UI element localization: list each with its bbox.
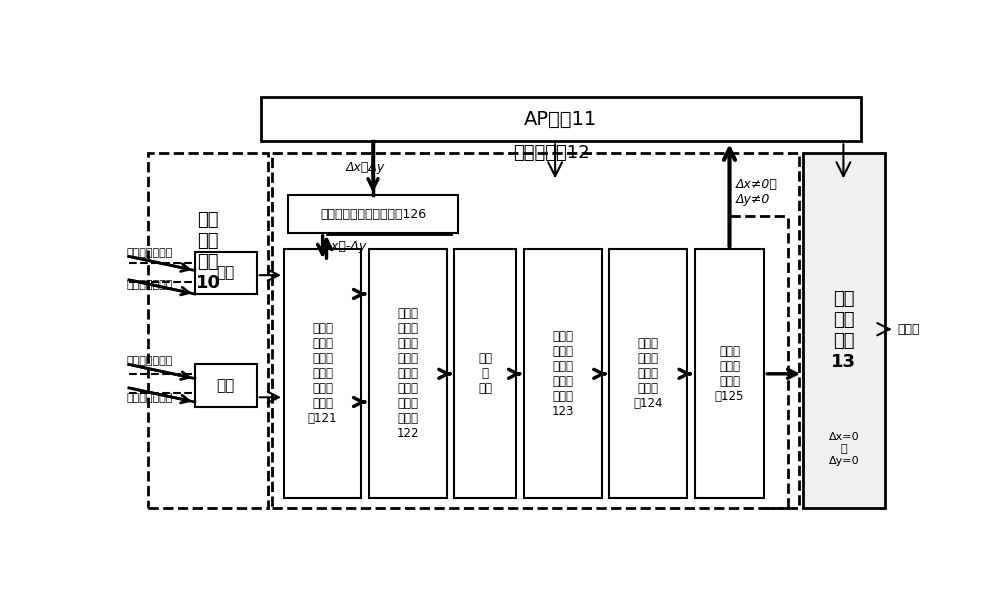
Text: 投射
接收
模块
10: 投射 接收 模块 10 [196, 212, 221, 292]
Bar [284, 249, 361, 498]
Text: 相似
度
准则: 相似 度 准则 [478, 353, 492, 395]
Text: Δx=0
或
Δy=0: Δx=0 或 Δy=0 [828, 432, 859, 465]
Bar [454, 249, 516, 498]
Text: Δy≠0: Δy≠0 [736, 193, 770, 206]
Text: -Δx或-Δy: -Δx或-Δy [319, 240, 367, 254]
Bar [524, 249, 602, 498]
Text: 参考散
斑图特
征块和
输入散
斑图匹
配搜索
窗生成
子模块
122: 参考散 斑图特 征块和 输入散 斑图匹 配搜索 窗生成 子模块 122 [397, 307, 419, 440]
Bar [369, 249, 447, 498]
Bar [195, 252, 257, 294]
Bar [803, 153, 885, 508]
Text: 深度
计算
模块
13: 深度 计算 模块 13 [831, 290, 856, 370]
Bar [261, 97, 861, 142]
Bar [272, 153, 799, 508]
Text: 投射变化前光轴: 投射变化前光轴 [127, 248, 173, 257]
Bar [148, 153, 268, 508]
Text: Δx或Δy: Δx或Δy [346, 160, 385, 174]
Text: 参考散
斑图像
和输入
散斑图
像预处
理子模
块121: 参考散 斑图像 和输入 散斑图 像预处 理子模 块121 [308, 322, 337, 425]
Text: 接收变化后光轴: 接收变化后光轴 [127, 356, 173, 366]
Text: 接收变化前光轴: 接收变化前光轴 [127, 393, 173, 403]
Bar [609, 249, 687, 498]
Text: Δx≠0或: Δx≠0或 [736, 179, 778, 192]
Text: 检测偏
移量变
化子模
块125: 检测偏 移量变 化子模 块125 [715, 345, 744, 403]
Text: 深度图: 深度图 [898, 323, 920, 336]
Text: 自校正模块12: 自校正模块12 [513, 144, 590, 162]
Bar [288, 195, 458, 233]
Text: AP模坥11: AP模坥11 [524, 110, 598, 129]
Text: 投射: 投射 [217, 265, 235, 281]
Bar [695, 249, 764, 498]
Bar [195, 364, 257, 407]
Text: 接收: 接收 [217, 378, 235, 393]
Text: 投射变化后光轴: 投射变化后光轴 [127, 281, 173, 290]
Text: 计算相
似度最
大匹配
块子模
块124: 计算相 似度最 大匹配 块子模 块124 [633, 337, 663, 411]
Text: 计算匹
配块与
特征块
相似度
子模块
123: 计算匹 配块与 特征块 相似度 子模块 123 [552, 330, 574, 418]
Text: 调整参考散斑图像子模块126: 调整参考散斑图像子模块126 [320, 207, 426, 221]
